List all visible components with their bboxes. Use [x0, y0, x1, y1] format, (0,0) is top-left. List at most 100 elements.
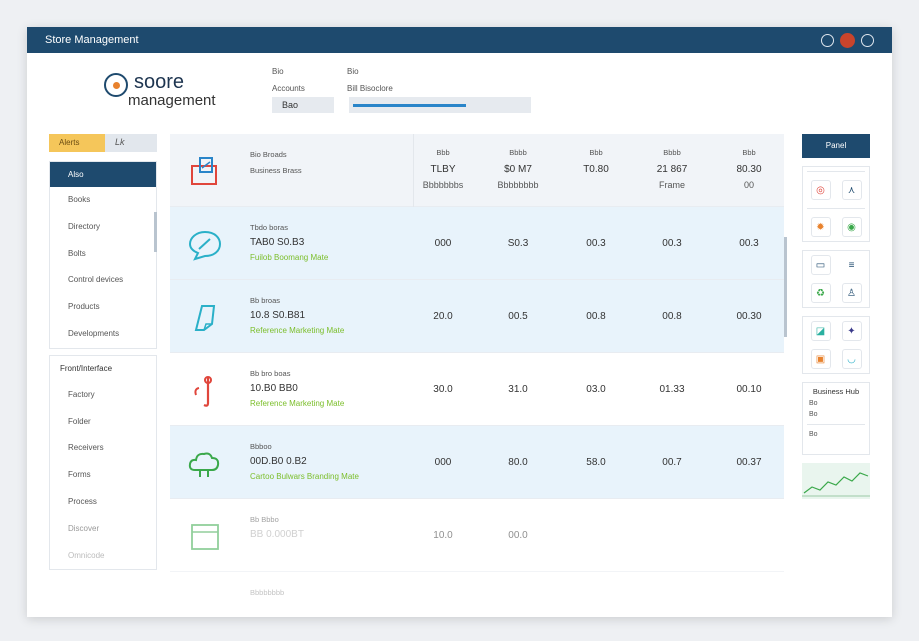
sidebar-item[interactable]: Developments — [68, 328, 120, 338]
column-header-sub: Frame — [658, 180, 685, 190]
settings-icon[interactable] — [861, 33, 874, 47]
table-cell: S0.3 — [507, 238, 529, 249]
column-header[interactable]: Bbb T0.80 — [566, 148, 626, 180]
header-divider — [413, 134, 414, 207]
row-tag: Cartoo Bulwars Branding Mate — [250, 472, 359, 481]
column-header[interactable]: Bbb TLBY Bbbbbbbs — [413, 148, 473, 190]
panel-button[interactable]: Panel — [802, 134, 870, 158]
row-label: Tbdo boras — [250, 223, 288, 232]
brand-logo[interactable]: soore management — [104, 71, 216, 109]
progress-bar — [349, 97, 531, 113]
row-title: BB 0.000BT — [250, 529, 304, 540]
row-label: Bb Bbbo — [250, 515, 279, 524]
table-cell: 00.0 — [508, 530, 528, 541]
sidebar-item[interactable]: Omnicode — [68, 550, 105, 560]
table-cell: 00.10 — [736, 384, 762, 395]
chat-bubble-icon — [188, 230, 222, 261]
window-title: Store Management — [45, 34, 139, 46]
sidebar-item[interactable]: Process — [68, 496, 97, 506]
table-row[interactable]: Bb Bbbo BB 0.000BT 10.0 00.0 — [170, 499, 784, 572]
column-header-value: T0.80 — [583, 164, 609, 175]
sidebar-item[interactable]: Factory — [68, 389, 95, 399]
info-card-title: Business Hub — [812, 387, 860, 396]
row-label: Bb broas — [250, 296, 281, 305]
table-cell: 31.0 — [508, 384, 528, 395]
table-cell: 30.0 — [433, 384, 453, 395]
recycle-icon[interactable]: ♻ — [810, 283, 831, 303]
column-header[interactable]: Bbbb 21 867 Frame — [642, 148, 702, 190]
cup-icon[interactable]: ◡ — [841, 349, 862, 369]
list-icon[interactable]: ≡ — [848, 259, 855, 271]
sidebar-item[interactable]: Forms — [68, 470, 91, 480]
table-header-row: Bio Broads Business Brass Bbb TLBY Bbbbb… — [170, 134, 784, 207]
table-cell: 00.3 — [739, 238, 759, 249]
table-row[interactable]: Bb broas 10.8 S0.B81 Reference Marketing… — [170, 280, 784, 353]
box-icon[interactable]: ▣ — [810, 349, 831, 369]
cloud-icon — [188, 452, 220, 477]
column-header-label: Bbb — [436, 148, 450, 157]
row-tag: Fuilob Boomang Mate — [250, 253, 329, 262]
tag-icon[interactable]: ◪ — [810, 321, 831, 341]
tool-card: ▭ ≡ ♻ ♙ — [802, 250, 870, 308]
sidebar-item[interactable]: Directory — [68, 221, 101, 231]
sidebar-item[interactable]: Folder — [68, 416, 91, 426]
page-header: soore management Bio Accounts Bao Bio Bi… — [27, 53, 892, 133]
sidebar-item-active[interactable]: Also — [50, 162, 156, 187]
document-icon — [194, 305, 216, 331]
shield-icon[interactable] — [840, 32, 855, 48]
mini-chart-graphic — [802, 472, 870, 497]
table-cell: 00.3 — [662, 238, 682, 249]
sidebar-group-secondary: Front/Interface Factory Folder Receivers… — [49, 354, 157, 571]
table-cell: 00.8 — [586, 311, 606, 322]
help-icon[interactable] — [821, 33, 834, 47]
table-row[interactable]: Bb bro boas 10.B0 BB0 Reference Marketin… — [170, 353, 784, 426]
sidebar-item[interactable]: Products — [68, 302, 100, 312]
column-header-value: TLBY — [430, 164, 456, 175]
table-row[interactable]: Bbbbbbbb — [170, 572, 784, 617]
box-icon — [191, 524, 219, 550]
header-input[interactable]: Bao — [272, 97, 334, 113]
sidebar-item[interactable]: Discover — [68, 523, 100, 533]
right-panel: Panel ◎ ⋏ ✹ ◉ ▭ ≡ ♻ ♙ ◪ — [802, 134, 870, 499]
target-icon[interactable]: ◎ — [810, 180, 831, 200]
table-cell: 00.37 — [736, 457, 762, 468]
column-header[interactable]: Bbbb $0 M7 Bbbbbbbb — [488, 148, 548, 190]
column-header-sub: 00 — [743, 180, 754, 190]
sidebar-item[interactable]: Receivers — [68, 443, 104, 453]
sidebar-item[interactable]: Books — [68, 195, 91, 204]
globe-icon[interactable]: ◉ — [841, 217, 862, 237]
column-header-label: Bbb — [589, 148, 603, 157]
sidebar-tab-secondary[interactable]: Lk — [105, 134, 157, 152]
sidebar: Alerts Lk Also Books Directory Bolts Con… — [49, 134, 157, 571]
sidebar-item[interactable]: Bolts — [68, 248, 86, 258]
column-header-label: Bbbb — [509, 148, 527, 157]
row-title: 10.B0 BB0 — [250, 383, 298, 394]
sidebar-group-main: Also Books Directory Bolts Control devic… — [49, 161, 157, 349]
monitor-icon[interactable]: ▭ — [810, 255, 831, 275]
column-header-sub: Bbbbbbbb — [497, 180, 539, 190]
star-icon[interactable]: ✦ — [841, 321, 862, 341]
column-header[interactable]: Bbb 80.30 00 — [719, 148, 779, 190]
row-title: 10.8 S0.B81 — [250, 310, 306, 321]
table-scrollbar[interactable] — [784, 237, 787, 337]
app-window: Store Management soore management Bio Ac… — [27, 27, 892, 617]
sidebar-tab-alerts[interactable]: Alerts — [49, 134, 105, 152]
table-row[interactable]: Bbboo 00D.B0 0.B2 Cartoo Bulwars Brandin… — [170, 426, 784, 499]
header-text-1: Bio Broads — [250, 150, 287, 159]
column-header-label: Bbbb — [663, 148, 681, 157]
table-row[interactable]: Tbdo boras TAB0 S0.B3 Fuilob Boomang Mat… — [170, 207, 784, 280]
compass-icon[interactable]: ⋏ — [841, 180, 862, 200]
table-cell: 00.8 — [662, 311, 682, 322]
title-bar: Store Management — [27, 27, 892, 53]
product-box-icon — [191, 157, 217, 185]
info-card-line: Bo — [809, 400, 818, 407]
progress-fill — [353, 104, 466, 107]
user-icon[interactable]: ♙ — [841, 283, 862, 303]
sun-icon[interactable]: ✹ — [810, 217, 831, 237]
info-card-line: Bo — [809, 411, 818, 418]
tool-card: ◎ ⋏ ✹ ◉ — [802, 166, 870, 242]
logo-icon — [104, 73, 128, 97]
sidebar-item[interactable]: Control devices — [68, 275, 124, 285]
row-title: 00D.B0 0.B2 — [250, 456, 307, 467]
sidebar-scrollbar[interactable] — [154, 212, 157, 252]
